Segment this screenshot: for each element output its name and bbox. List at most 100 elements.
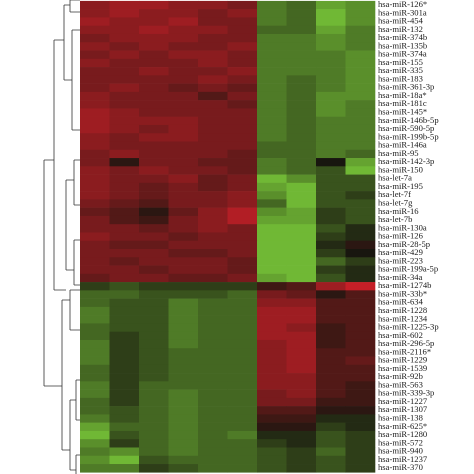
heatmap-cell	[345, 75, 376, 84]
heatmap-cell	[286, 207, 317, 217]
heatmap-cell	[316, 67, 346, 76]
heatmap-cell	[168, 75, 199, 84]
heatmap-cell	[227, 67, 258, 76]
heatmap-cell	[257, 249, 287, 258]
heatmap-cell	[109, 455, 140, 465]
row-label: hsa-miR-146a	[378, 140, 427, 150]
heatmap-cell	[257, 100, 287, 109]
heatmap-cell	[345, 397, 376, 407]
row-label: hsa-miR-1539	[378, 363, 427, 373]
heatmap-cell	[198, 364, 228, 374]
heatmap-cell	[139, 91, 169, 101]
heatmap-cell	[109, 240, 140, 250]
heatmap-cell	[316, 273, 346, 283]
heatmap-cell	[139, 356, 169, 366]
heatmap-cell	[257, 422, 287, 432]
heatmap-cell	[257, 339, 287, 349]
heatmap-cell	[345, 100, 376, 109]
row-label: hsa-miR-429	[378, 247, 423, 257]
heatmap-cell	[168, 166, 199, 175]
heatmap-cell	[198, 273, 228, 283]
heatmap-cell	[139, 315, 169, 324]
heatmap-cell	[109, 149, 140, 159]
heatmap-cell	[316, 58, 346, 68]
heatmap-cell	[198, 116, 228, 126]
heatmap-cell	[198, 58, 228, 68]
heatmap-cell	[198, 430, 228, 440]
heatmap-cell	[286, 455, 317, 465]
heatmap-cell	[80, 406, 110, 415]
heatmap-cell	[345, 50, 376, 60]
heatmap-cell	[168, 58, 199, 68]
heatmap-cell	[286, 50, 317, 60]
heatmap-cell	[227, 389, 258, 399]
row-label: hsa-miR-1229	[378, 355, 427, 365]
heatmap-cell	[286, 133, 317, 142]
heatmap-cell	[286, 215, 317, 225]
heatmap-cell	[345, 215, 376, 225]
heatmap-cell	[80, 83, 110, 93]
heatmap-cell	[257, 373, 287, 382]
heatmap-cell	[198, 100, 228, 109]
heatmap-cell	[227, 207, 258, 217]
heatmap-cell	[139, 232, 169, 242]
heatmap-cell	[227, 414, 258, 423]
heatmap-cell	[80, 339, 110, 349]
heatmap-cell	[316, 373, 346, 382]
heatmap-cell	[109, 315, 140, 324]
heatmap-cell	[227, 282, 258, 291]
heatmap-cell	[198, 339, 228, 349]
heatmap-cell	[227, 50, 258, 60]
heatmap-cell	[286, 464, 317, 473]
heatmap-cell	[198, 124, 228, 134]
heatmap-cell	[198, 199, 228, 208]
heatmap-cell	[345, 422, 376, 432]
heatmap-cell	[345, 67, 376, 76]
heatmap-cell	[109, 447, 140, 457]
heatmap-cell	[80, 439, 110, 448]
row-label: hsa-miR-370	[378, 462, 423, 472]
heatmap-cell	[109, 199, 140, 208]
dendrogram	[43, 0, 80, 474]
heatmap-cell	[257, 182, 287, 192]
heatmap-cell	[227, 224, 258, 233]
heatmap-cell	[109, 265, 140, 275]
heatmap-cell	[139, 83, 169, 93]
heatmap-cell	[286, 33, 317, 43]
heatmap-cell	[198, 83, 228, 93]
heatmap-cell	[257, 447, 287, 457]
heatmap-cell	[139, 257, 169, 266]
heatmap-cell	[168, 240, 199, 250]
heatmap-cell	[227, 133, 258, 142]
heatmap-cell	[316, 414, 346, 423]
heatmap-cell	[257, 389, 287, 399]
heatmap-cell	[345, 298, 376, 308]
heatmap-cell	[227, 455, 258, 465]
heatmap-cell	[286, 0, 317, 10]
heatmap-cell	[109, 232, 140, 242]
heatmap-cell	[109, 298, 140, 308]
heatmap-cell	[109, 50, 140, 60]
heatmap-cell	[286, 91, 317, 101]
heatmap-cell	[139, 33, 169, 43]
heatmap-cell	[227, 447, 258, 457]
row-label: hsa-miR-2116*	[378, 346, 431, 356]
heatmap-cell	[80, 174, 110, 184]
heatmap-cell	[168, 315, 199, 324]
heatmap-cell	[257, 464, 287, 473]
heatmap-cell	[257, 166, 287, 175]
row-label: hsa-miR-1228	[378, 305, 427, 315]
heatmap-cell	[109, 158, 140, 167]
heatmap-cell	[257, 298, 287, 308]
heatmap-cell	[257, 455, 287, 465]
heatmap-cell	[168, 397, 199, 407]
heatmap-cell	[139, 414, 169, 423]
row-label: hsa-let-7a	[378, 173, 412, 183]
heatmap-cell	[257, 414, 287, 423]
heatmap-cell	[198, 149, 228, 159]
heatmap-cell	[257, 348, 287, 357]
heatmap-cell	[139, 249, 169, 258]
heatmap-cell	[139, 339, 169, 349]
heatmap-cell	[168, 430, 199, 440]
